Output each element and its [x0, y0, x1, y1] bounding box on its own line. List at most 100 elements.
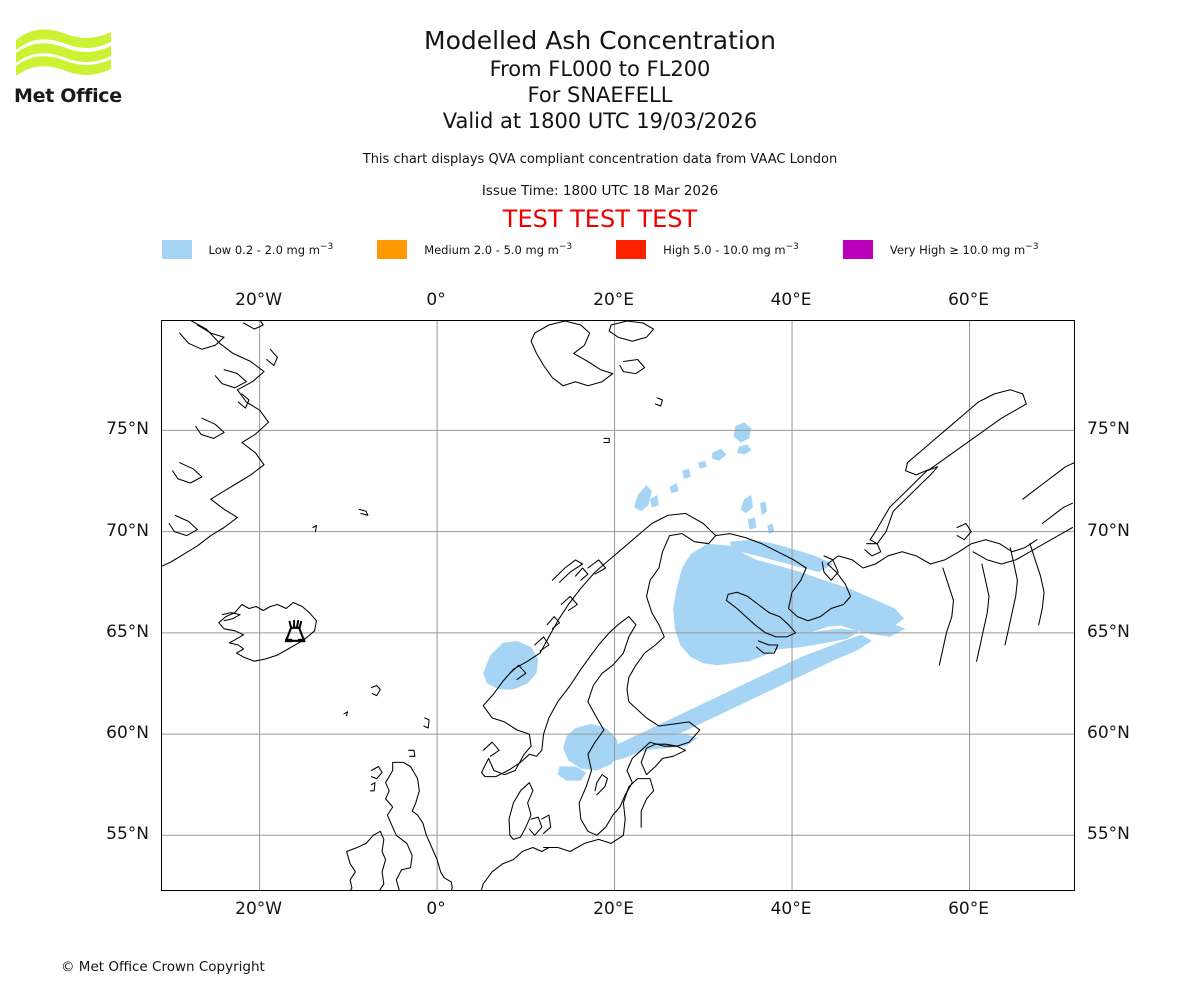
coastline-segment-28: [508, 782, 534, 840]
lon-tick-top-0: 20°W: [235, 290, 283, 310]
map-canvas: [162, 321, 1074, 890]
legend-label-very-high: Very High ≥ 10.0 mg m−3: [889, 242, 1039, 257]
volcano-base-left: [285, 638, 293, 643]
ash-concentration-layer: [483, 422, 906, 781]
coastline-segment-40: [905, 389, 1027, 476]
coastline-segment-16: [346, 830, 387, 890]
lon-tick-top-4: 60°E: [948, 290, 989, 310]
coastline-segment-18: [369, 782, 376, 792]
coastline-segment-20: [482, 741, 500, 757]
coastline-segment-27: [551, 559, 584, 583]
issue-time: Issue Time: 1800 UTC 18 Mar 2026: [481, 183, 719, 199]
page-title: Modelled Ash Concentration: [424, 26, 776, 55]
qva-compliance-note: This chart displays QVA compliant concen…: [362, 152, 838, 167]
coastline-segment-0: [162, 321, 270, 567]
legend-item-very-high: Very High ≥ 10.0 mg m−3: [842, 240, 1039, 259]
volcano-base-right: [298, 638, 306, 643]
lat-tick-left-1: 70°N: [106, 520, 149, 541]
coastline-segment-9: [358, 508, 369, 516]
legend-label-high: High 5.0 - 10.0 mg m−3: [663, 242, 799, 257]
coastline-segment-48: [1004, 547, 1018, 646]
concentration-legend: Low 0.2 - 2.0 mg m−3 Medium 2.0 - 5.0 mg …: [0, 240, 1200, 259]
coastline-segment-45: [1041, 502, 1074, 525]
coastline-segment-36: [715, 533, 1038, 622]
ash-region-low-10: [737, 444, 752, 455]
coastline-segment-12: [370, 684, 381, 697]
ash-region-low-1: [729, 539, 833, 573]
met-office-logo-text: Met Office: [14, 85, 122, 107]
lat-tick-right-1: 70°N: [1087, 520, 1130, 541]
coastline-segment-19: [480, 512, 717, 836]
coastline-segment-52: [619, 358, 646, 375]
ash-region-low-17: [740, 495, 753, 514]
lon-tick-bottom-1: 0°: [426, 899, 446, 919]
coastline-segment-25: [574, 567, 589, 581]
coastline-segment-21: [509, 664, 527, 680]
lat-tick-left-3: 60°N: [106, 723, 149, 744]
coastline-segment-43: [972, 526, 1074, 565]
coastline-segment-49: [1029, 543, 1045, 626]
volcano-eruption-stroke-3: [298, 620, 303, 629]
ash-region-low-15: [650, 495, 659, 508]
legend-label-low: Low 0.2 - 2.0 mg m−3: [208, 242, 334, 257]
map-plot-frame: [161, 320, 1075, 891]
volcano-eruption-stroke-2: [296, 619, 300, 628]
lat-tick-left-0: 75°N: [106, 419, 149, 440]
lon-tick-bottom-0: 20°W: [235, 899, 283, 919]
coastline-segment-34: [480, 846, 550, 890]
coastline-segment-50: [530, 321, 614, 387]
legend-item-low: Low 0.2 - 2.0 mg m−3: [161, 240, 334, 259]
lon-tick-bottom-4: 60°E: [948, 899, 989, 919]
lat-tick-right-2: 65°N: [1087, 621, 1130, 642]
coastline-segment-8: [237, 393, 250, 409]
lat-tick-right-4: 55°N: [1087, 824, 1130, 845]
volcano-eruption-stroke-0: [288, 620, 293, 629]
coastline-segment-29: [528, 816, 543, 836]
graticule-layer: [162, 321, 1074, 890]
ash-region-low-11: [712, 448, 727, 461]
lon-tick-bottom-2: 20°E: [593, 899, 634, 919]
coastline-segment-7: [266, 348, 278, 367]
coastline-segment-6: [243, 321, 264, 330]
coastline-segment-37: [725, 591, 797, 638]
coastline-segment-55: [864, 543, 882, 557]
ash-region-low-20: [767, 523, 775, 534]
lon-tick-top-1: 0°: [426, 290, 446, 310]
ash-region-low-19: [747, 517, 757, 530]
lon-tick-top-2: 20°E: [593, 290, 634, 310]
ash-region-low-8: [483, 640, 539, 690]
coastline-segment-17: [370, 765, 383, 780]
volcano-name: For SNAEFELL: [527, 83, 673, 107]
coastline-segment-3: [195, 417, 225, 439]
ash-region-low-0: [673, 543, 904, 666]
coastline-segment-38: [755, 640, 779, 654]
coastline-segment-53: [603, 437, 610, 444]
coastline-segment-51: [608, 321, 655, 342]
coastline-segment-14: [408, 749, 416, 757]
coastline-segment-54: [654, 397, 664, 407]
valid-time: Valid at 1800 UTC 19/03/2026: [442, 109, 758, 133]
ash-region-low-12: [698, 460, 707, 469]
coastline-segment-46: [938, 567, 955, 666]
legend-swatch-very-high: [842, 240, 873, 259]
ash-region-low-7: [557, 766, 587, 781]
ash-region-low-13: [682, 468, 691, 479]
legend-swatch-low: [161, 240, 192, 259]
coastline-segment-15: [385, 761, 453, 890]
coastline-segment-23: [560, 595, 578, 612]
coastline-segment-56: [343, 711, 349, 717]
legend-label-medium: Medium 2.0 - 5.0 mg m−3: [424, 242, 573, 257]
ash-region-low-9: [733, 422, 752, 443]
coastline-segment-4: [172, 462, 203, 484]
ash-region-low-16: [634, 485, 652, 512]
legend-item-medium: Medium 2.0 - 5.0 mg m−3: [377, 240, 572, 259]
legend-item-high: High 5.0 - 10.0 mg m−3: [616, 240, 799, 259]
lat-tick-right-0: 75°N: [1087, 419, 1130, 440]
met-office-logo: Met Office: [14, 26, 124, 111]
ash-region-low-2: [824, 608, 906, 637]
coastline-segment-41: [869, 466, 939, 545]
coastline-segment-42: [956, 522, 972, 541]
snaefell-volcano-marker: [284, 619, 306, 643]
coastline-segment-24: [587, 559, 607, 575]
coastline-segment-2: [214, 369, 247, 389]
